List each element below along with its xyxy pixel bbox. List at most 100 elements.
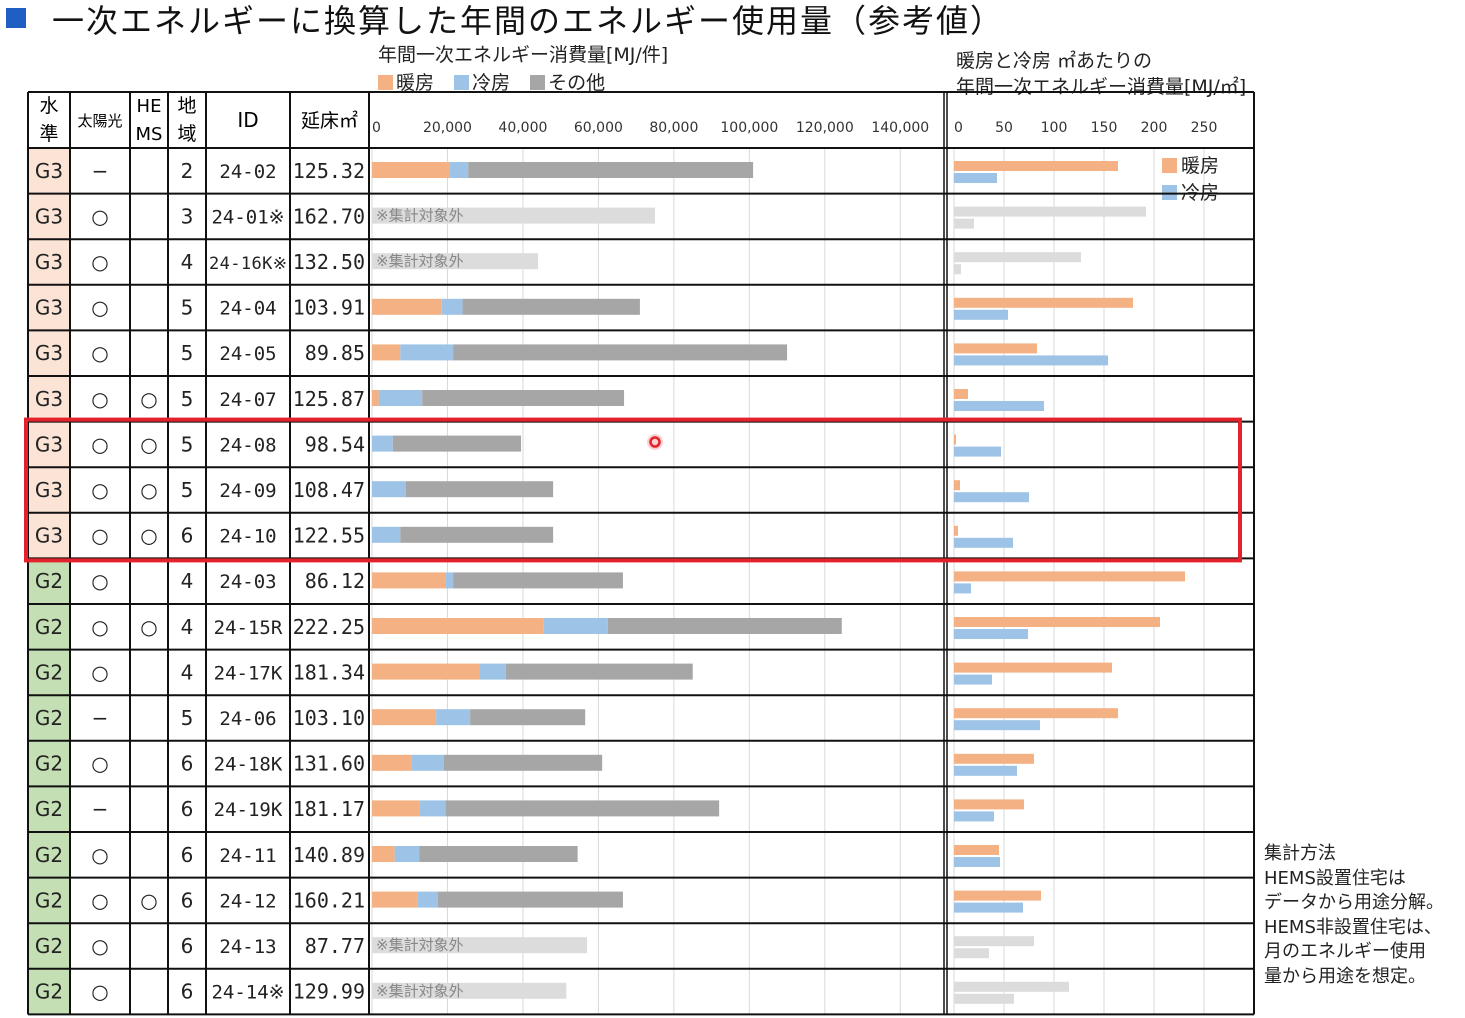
row-area: 181.17 — [293, 797, 365, 821]
right-bar-heating — [954, 617, 1160, 627]
excluded-label: ※集計対象外 — [376, 252, 464, 270]
left-bar-other — [453, 572, 623, 589]
right-bar-heating — [954, 662, 1112, 673]
row-id: 24-06 — [219, 708, 276, 730]
level-cell-bg — [28, 512, 70, 559]
right-bar-heating — [954, 434, 956, 445]
row-id: 24-18K — [214, 754, 283, 776]
row-region: 6 — [181, 524, 194, 548]
row-solar: ○ — [91, 934, 108, 958]
row-solar: ○ — [91, 296, 108, 320]
row-id: 24-10 — [219, 526, 276, 548]
row-area: 181.34 — [293, 660, 365, 684]
left-x-tick-label: 80,000 — [649, 120, 698, 136]
row-solar: ○ — [91, 341, 108, 365]
left-excluded-bar — [372, 253, 539, 270]
row-level: G2 — [35, 706, 63, 730]
left-bar-heating — [372, 663, 480, 680]
right-bar-cooling — [954, 811, 994, 822]
row-solar: ○ — [91, 432, 108, 456]
left-bar-other — [462, 298, 640, 315]
row-area: 160.21 — [293, 888, 365, 912]
left-bar-cooling — [400, 344, 454, 361]
row-solar: ○ — [91, 204, 108, 228]
row-area: 108.47 — [293, 478, 365, 502]
excluded-label: ※集計対象外 — [376, 207, 464, 225]
left-bar-other — [405, 481, 554, 498]
row-region: 5 — [181, 478, 194, 502]
level-cell-bg — [28, 239, 70, 285]
row-region: 5 — [181, 706, 194, 730]
right-bar-heating — [954, 389, 968, 399]
right-bar-heating — [954, 161, 1118, 171]
left-bar-cooling — [445, 572, 454, 589]
row-region: 6 — [181, 980, 194, 1004]
right-bar-heating — [954, 343, 1037, 354]
left-bar-cooling — [479, 663, 506, 680]
left-bar-heating — [372, 162, 450, 178]
aggregation-note: 集計方法 HEMS設置住宅は データから用途分解。 HEMS非設置住宅は、 月の… — [1264, 842, 1444, 989]
level-cell-bg — [28, 467, 70, 513]
header-region: 地 — [177, 95, 196, 117]
row-area: 86.12 — [305, 569, 365, 593]
right-bar-cooling — [954, 446, 1001, 457]
level-cell-bg — [28, 877, 70, 924]
left-excluded-bar — [372, 937, 588, 954]
left-bar-cooling — [417, 891, 439, 908]
row-level: G3 — [35, 296, 63, 320]
left-bar-other — [422, 390, 625, 406]
right-excluded-bar-heating — [954, 936, 1034, 947]
left-bar-heating — [372, 572, 446, 589]
level-cell-bg — [28, 604, 70, 650]
row-solar: ○ — [91, 569, 108, 593]
row-solar: − — [92, 159, 109, 183]
left-bar-other — [400, 526, 554, 543]
left-bar-cooling — [441, 298, 463, 315]
left-bar-heating — [372, 298, 442, 315]
left-bar-other — [419, 846, 578, 862]
left-bar-cooling — [449, 162, 469, 178]
right-excluded-bar-heating — [954, 206, 1146, 217]
right-bar-cooling — [954, 309, 1008, 320]
header-region: 域 — [177, 123, 196, 145]
left-bar-other — [468, 162, 754, 178]
left-x-tick-label: 0 — [372, 120, 381, 136]
left-bar-heating — [372, 709, 437, 726]
row-region: 4 — [181, 569, 194, 593]
row-region: 5 — [181, 341, 194, 365]
row-area: 132.50 — [293, 250, 365, 274]
left-bar-cooling — [543, 618, 608, 634]
row-region: 5 — [181, 296, 194, 320]
right-bar-cooling — [954, 583, 971, 594]
left-bar-cooling — [378, 390, 423, 406]
right-bar-heating — [954, 753, 1034, 764]
row-region: 4 — [181, 250, 194, 274]
left-bar-cooling — [372, 526, 401, 543]
row-id: 24-03 — [219, 571, 276, 593]
level-cell-bg — [28, 968, 70, 1015]
row-area: 103.91 — [293, 296, 365, 320]
row-area: 98.54 — [305, 432, 365, 456]
right-bar-cooling — [954, 401, 1044, 411]
row-id: 24-01※ — [211, 206, 284, 228]
row-solar: ○ — [91, 843, 108, 867]
right-x-tick-label: 200 — [1141, 120, 1168, 136]
highlight-box — [24, 417, 1242, 563]
row-id: 24-17K — [214, 662, 283, 684]
row-area: 89.85 — [305, 341, 365, 365]
right-bar-cooling — [954, 355, 1108, 366]
left-x-tick-label: 100,000 — [720, 120, 778, 136]
row-region: 6 — [181, 843, 194, 867]
row-hems: ○ — [140, 478, 157, 502]
row-level: G2 — [35, 843, 63, 867]
row-id: 24-02 — [219, 161, 276, 183]
row-solar: ○ — [91, 980, 108, 1004]
row-level: G3 — [35, 478, 63, 502]
left-bar-heating — [372, 390, 379, 406]
right-legend-swatch-heating — [1162, 158, 1177, 173]
header-level: 水 — [39, 95, 58, 117]
left-x-tick-label: 20,000 — [423, 120, 472, 136]
left-bar-heating — [372, 344, 401, 361]
row-region: 5 — [181, 387, 194, 411]
row-solar: ○ — [91, 524, 108, 548]
